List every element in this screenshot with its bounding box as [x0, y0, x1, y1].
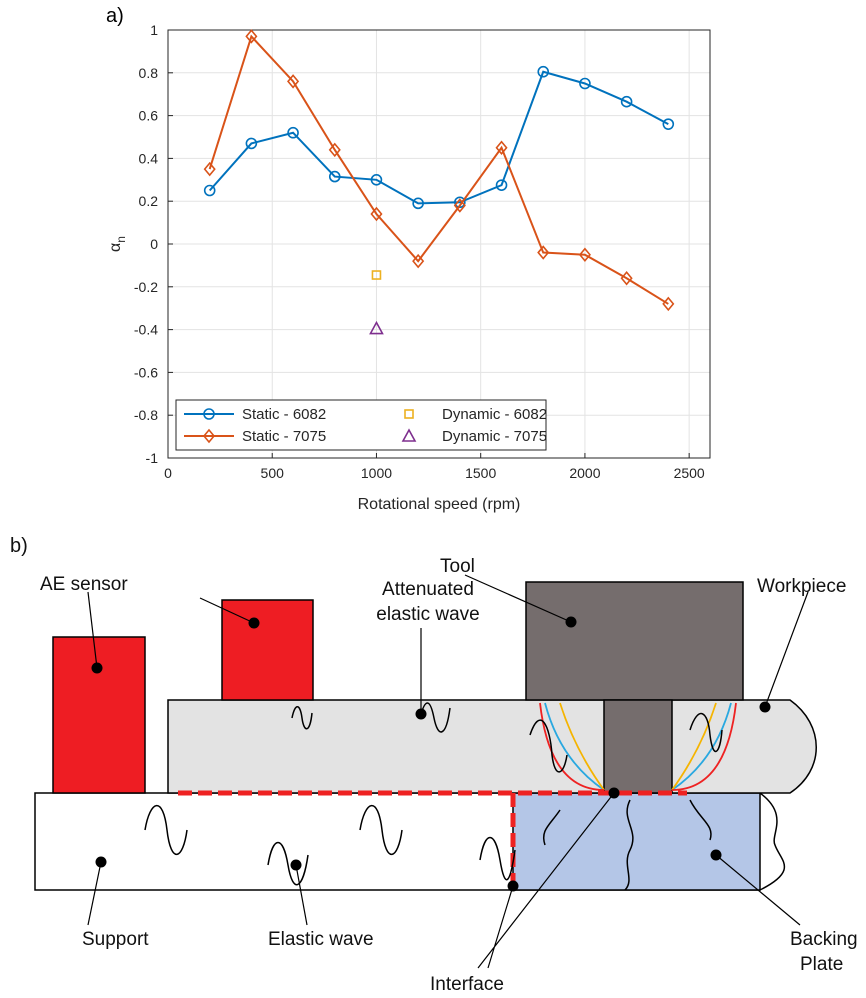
series-line	[208, 70, 669, 205]
y-tick-label: -0.6	[134, 364, 158, 380]
y-tick-label: 0.8	[139, 65, 159, 81]
marker	[369, 320, 384, 335]
y-axis-label: αn	[107, 236, 128, 252]
diagram: b) AE sensor	[10, 535, 858, 995]
wave-fan	[539, 702, 737, 791]
label-line: Attenuated	[382, 579, 474, 600]
label: Elastic wave	[268, 929, 374, 950]
marker	[203, 184, 216, 197]
x-tick-label: 500	[261, 465, 285, 481]
marker	[370, 174, 383, 186]
interface-line	[178, 790, 687, 890]
y-tick-label: 1	[150, 22, 158, 38]
legend-label: Dynamic - 7075	[442, 428, 547, 445]
marker	[370, 206, 383, 222]
label-line: Plate	[800, 954, 843, 975]
marker	[371, 270, 382, 280]
label: Interface	[430, 974, 504, 995]
marker	[412, 253, 425, 269]
x-tick-label: 1500	[465, 465, 496, 481]
legend-label: Static - 6082	[242, 406, 326, 423]
y-tick-label: -0.8	[134, 407, 158, 423]
marker	[245, 29, 258, 44]
y-tick-label: -0.4	[134, 322, 158, 338]
marker	[537, 65, 550, 78]
panel-label: b)	[10, 535, 28, 557]
y-tick-label: 0.6	[139, 108, 159, 124]
marker	[328, 142, 341, 158]
y-label-subscript: n	[114, 236, 128, 243]
marker	[401, 428, 417, 442]
marker	[662, 296, 675, 312]
label: Backing Plate	[790, 929, 858, 975]
label: Tool	[440, 556, 475, 577]
label-line: Backing	[790, 929, 858, 950]
legend-label: Static - 7075	[242, 428, 326, 445]
plot: 0 500 1000 1500 2000 2500 -1 -0.8 -0.6 -0.4 -0.2 0 0…	[134, 22, 711, 481]
marker	[620, 95, 633, 108]
label-line: elastic wave	[376, 604, 480, 625]
marker	[537, 245, 550, 260]
marker	[454, 196, 466, 209]
marker	[662, 118, 675, 130]
label: Support	[82, 929, 149, 950]
ae-sensor	[52, 636, 146, 794]
tool-shoulder	[525, 581, 744, 701]
x-tick-label: 0	[164, 465, 172, 481]
series-line	[208, 34, 669, 305]
marker	[404, 409, 414, 419]
marker	[453, 198, 466, 213]
y-tick-label: 0	[150, 236, 158, 252]
tool-pin	[603, 699, 673, 794]
x-tick-label: 1000	[361, 465, 392, 481]
marker	[203, 408, 215, 420]
leaders	[87, 574, 809, 969]
y-tick-label: 0.4	[139, 150, 159, 166]
marker	[579, 77, 591, 90]
marker	[578, 247, 591, 262]
marker	[412, 197, 424, 210]
label: Attenuated elastic wave	[376, 579, 480, 625]
x-tick-label: 2000	[569, 465, 600, 481]
y-tick-label: -0.2	[134, 279, 158, 295]
y-tick-label: 0.2	[139, 193, 159, 209]
marker	[495, 140, 508, 155]
ae-sensor	[221, 599, 314, 701]
label: Workpiece	[757, 576, 846, 597]
label: AE sensor	[40, 574, 128, 595]
marker	[287, 74, 300, 89]
marker	[287, 126, 299, 139]
y-label-symbol: α	[107, 243, 124, 252]
x-tick-label: 2500	[674, 465, 705, 481]
waves	[144, 702, 723, 891]
marker	[245, 137, 258, 150]
x-axis-label: Rotational speed (rpm)	[358, 496, 521, 513]
marker	[328, 170, 341, 183]
marker	[495, 179, 508, 191]
marker	[203, 161, 216, 177]
y-tick-label: -1	[146, 450, 159, 466]
legend-box	[175, 399, 547, 451]
panel-label: a)	[106, 5, 124, 27]
axes-box	[167, 29, 711, 459]
marker	[202, 428, 216, 444]
marker	[620, 270, 633, 286]
legend-label: Dynamic - 6082	[442, 406, 547, 423]
